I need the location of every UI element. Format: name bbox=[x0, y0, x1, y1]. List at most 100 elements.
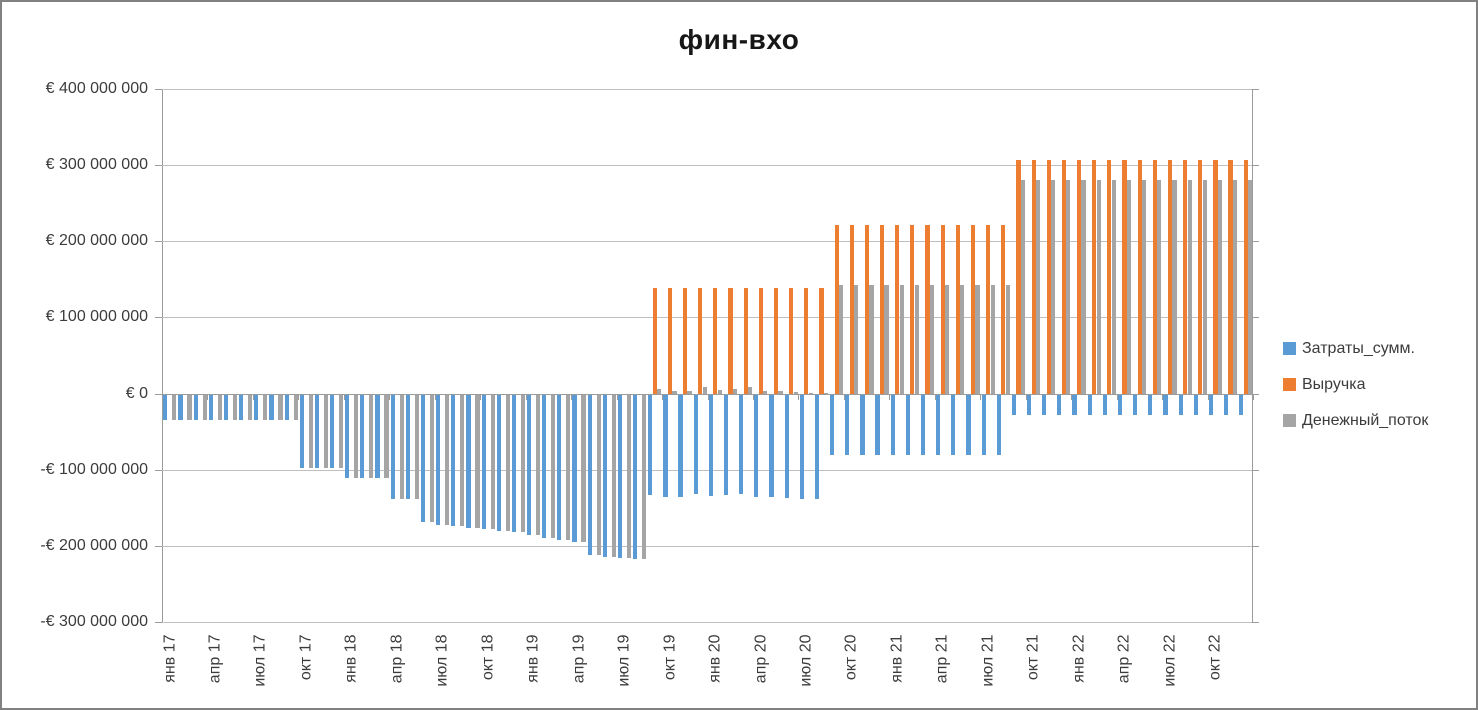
x-axis-tick-label: янв 17 bbox=[161, 634, 179, 683]
y-axis-tick-label: € 100 000 000 bbox=[45, 308, 148, 326]
y-axis-tick bbox=[1252, 89, 1259, 90]
bar-Денежный_поток bbox=[687, 390, 692, 394]
bar-Затраты_сумм. bbox=[693, 394, 698, 494]
bar-Выручка bbox=[1137, 159, 1142, 394]
bar-Затраты_сумм. bbox=[1193, 394, 1198, 416]
bar-Денежный_поток bbox=[308, 394, 313, 468]
bar-Затраты_сумм. bbox=[466, 394, 471, 528]
bar-Затраты_сумм. bbox=[572, 394, 577, 543]
y-axis-tick bbox=[155, 393, 162, 395]
bar-Затраты_сумм. bbox=[1042, 394, 1047, 416]
y-axis-line bbox=[162, 89, 163, 623]
bar-Затраты_сумм. bbox=[405, 394, 410, 499]
bar-Денежный_поток bbox=[384, 394, 389, 478]
bar-Денежный_поток bbox=[1005, 285, 1010, 394]
legend-label-revenue: Выручка bbox=[1302, 375, 1366, 393]
bar-Затраты_сумм. bbox=[678, 394, 683, 497]
x-axis-tick-label: окт 20 bbox=[842, 634, 860, 681]
bar-Затраты_сумм. bbox=[1133, 394, 1138, 416]
bar-Денежный_поток bbox=[1232, 180, 1238, 394]
y-axis-tick bbox=[1252, 545, 1259, 547]
bar-Затраты_сумм. bbox=[845, 394, 850, 455]
x-axis-tick-label: окт 17 bbox=[297, 634, 315, 681]
bar-Денежный_поток bbox=[1066, 180, 1071, 394]
x-axis-tick-label: окт 18 bbox=[479, 634, 497, 681]
bar-Затраты_сумм. bbox=[723, 394, 729, 496]
bar-Денежный_поток bbox=[1248, 180, 1253, 394]
bar-Затраты_сумм. bbox=[1148, 394, 1153, 416]
bar-Денежный_поток bbox=[248, 394, 253, 420]
bar-Денежный_поток bbox=[914, 285, 919, 394]
bar-Денежный_поток bbox=[172, 394, 177, 420]
y-axis-tick bbox=[155, 89, 162, 90]
bar-Затраты_сумм. bbox=[633, 394, 638, 560]
bar-Затраты_сумм. bbox=[920, 394, 926, 455]
bar-Выручка bbox=[849, 225, 854, 394]
bar-Затраты_сумм. bbox=[602, 394, 607, 557]
bar-Затраты_сумм. bbox=[754, 394, 759, 498]
bar-Денежный_поток bbox=[899, 285, 904, 394]
bar-Выручка bbox=[698, 288, 703, 394]
bar-Затраты_сумм. bbox=[830, 394, 835, 455]
x-axis-tick-label: апр 21 bbox=[933, 634, 951, 684]
bar-Затраты_сумм. bbox=[1117, 394, 1123, 416]
plot-area bbox=[162, 89, 1253, 623]
y-axis-tick bbox=[155, 165, 162, 167]
bar-Денежный_поток bbox=[1157, 180, 1162, 394]
x-axis-tick-label: апр 17 bbox=[206, 634, 224, 684]
bar-Выручка bbox=[834, 225, 839, 394]
bar-Денежный_поток bbox=[1111, 180, 1116, 394]
bar-Затраты_сумм. bbox=[436, 394, 441, 525]
bar-Выручка bbox=[1198, 159, 1203, 394]
bar-Выручка bbox=[1016, 159, 1021, 394]
gridline bbox=[162, 317, 1253, 319]
bar-Затраты_сумм. bbox=[178, 394, 183, 420]
bar-Денежный_поток bbox=[1187, 180, 1192, 394]
bar-Денежный_поток bbox=[278, 394, 283, 420]
y-axis-tick-label: -€ 300 000 000 bbox=[40, 613, 148, 630]
bar-Затраты_сумм. bbox=[496, 394, 501, 531]
bar-Затраты_сумм. bbox=[375, 394, 380, 478]
bar-Выручка bbox=[773, 288, 779, 394]
chart-title: фин-вхо bbox=[678, 24, 800, 55]
bar-Денежный_поток bbox=[399, 394, 404, 499]
bar-Выручка bbox=[1213, 159, 1218, 394]
bar-Затраты_сумм. bbox=[451, 394, 456, 527]
bar-Затраты_сумм. bbox=[890, 394, 895, 455]
x-axis-tick bbox=[1071, 393, 1073, 400]
x-axis-tick bbox=[616, 393, 618, 400]
x-axis-tick-label: апр 22 bbox=[1115, 634, 1133, 684]
bar-Выручка bbox=[1092, 159, 1097, 394]
bar-Денежный_поток bbox=[520, 394, 525, 533]
bar-Денежный_поток bbox=[732, 389, 738, 394]
x-axis-tick bbox=[934, 393, 936, 400]
bar-Денежный_поток bbox=[823, 392, 829, 394]
x-axis-tick bbox=[707, 393, 709, 400]
bar-Затраты_сумм. bbox=[966, 394, 971, 455]
bar-Выручка bbox=[1046, 159, 1051, 394]
gridline bbox=[162, 89, 1253, 90]
x-axis-tick bbox=[662, 393, 664, 400]
bar-Денежный_поток bbox=[414, 394, 419, 499]
y-axis-tick bbox=[1252, 241, 1259, 243]
bar-Затраты_сумм. bbox=[208, 394, 213, 420]
y-axis-tick-label: -€ 100 000 000 bbox=[40, 460, 148, 478]
bar-Денежный_поток bbox=[1081, 180, 1086, 394]
legend: Затраты_сумм. Выручка Денежный_поток bbox=[1283, 340, 1428, 448]
bar-Денежный_поток bbox=[1020, 180, 1026, 394]
bar-Затраты_сумм. bbox=[329, 394, 335, 468]
bar-Затраты_сумм. bbox=[769, 394, 774, 498]
bar-Затраты_сумм. bbox=[875, 394, 880, 455]
x-axis-tick-label: апр 19 bbox=[570, 634, 588, 684]
x-axis-tick bbox=[843, 393, 845, 400]
gridline bbox=[162, 622, 1253, 623]
bar-Выручка bbox=[1228, 159, 1233, 394]
bar-Денежный_поток bbox=[854, 285, 859, 394]
y-axis-tick bbox=[155, 545, 162, 547]
gridline bbox=[162, 165, 1253, 167]
bar-Выручка bbox=[758, 288, 763, 394]
bar-Денежный_поток bbox=[657, 389, 662, 394]
x-axis-tick-label: окт 21 bbox=[1024, 634, 1042, 681]
bar-Денежный_поток bbox=[717, 389, 722, 394]
bar-Затраты_сумм. bbox=[799, 394, 804, 499]
